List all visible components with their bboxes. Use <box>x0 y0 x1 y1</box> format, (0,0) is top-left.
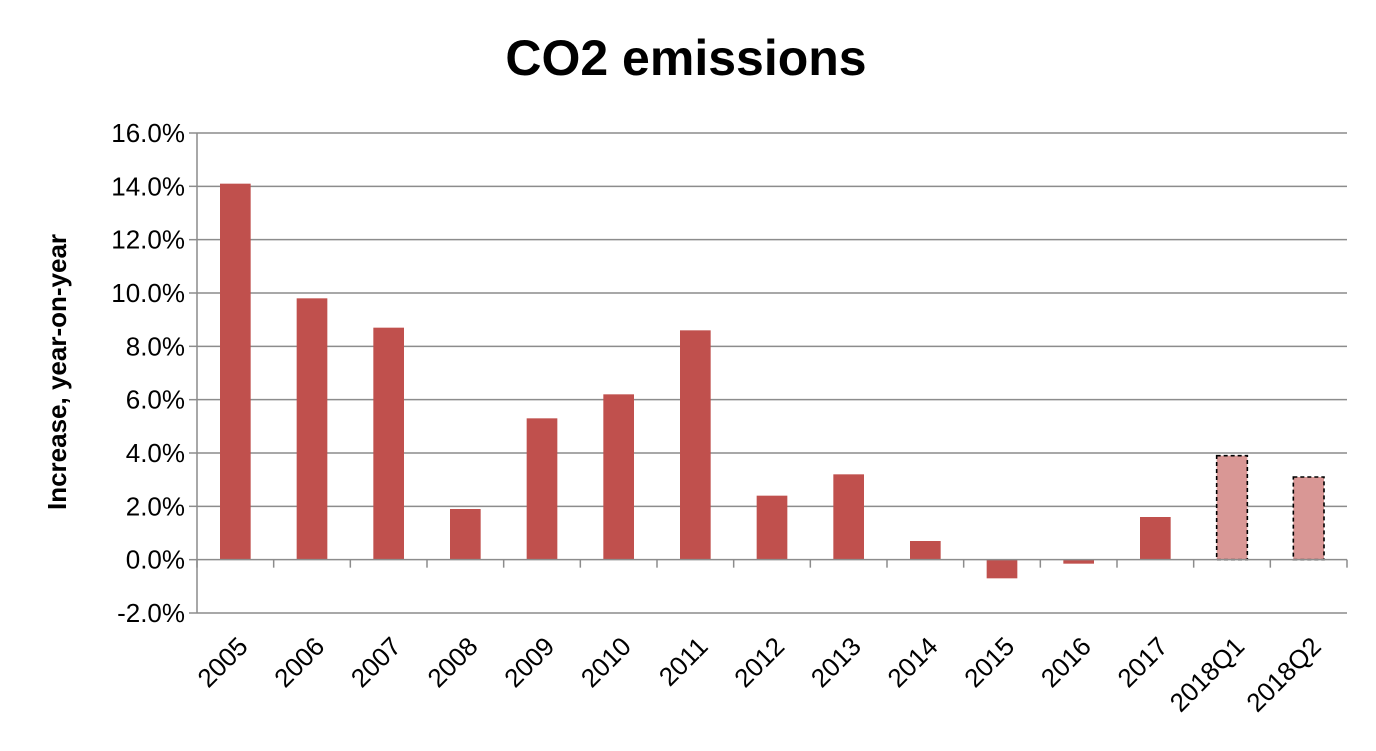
bar-2014 <box>910 541 941 560</box>
bar-2007 <box>373 327 404 560</box>
y-tick-label: 8.0% <box>126 331 185 361</box>
y-tick-label: 10.0% <box>111 278 185 308</box>
x-tick-label: 2006 <box>268 631 330 693</box>
bar-2005 <box>220 183 251 560</box>
y-axis-label: Increase, year-on-year <box>42 234 72 510</box>
bar-2008 <box>450 509 481 560</box>
x-tick-label: 2014 <box>881 631 943 693</box>
bar-2016 <box>1063 559 1094 564</box>
bar-2017 <box>1140 517 1171 560</box>
x-tick-label: 2012 <box>728 631 790 693</box>
x-tick-label: 2017 <box>1111 631 1173 693</box>
x-tick-label: 2010 <box>575 631 637 693</box>
x-tick-label: 2011 <box>653 631 714 692</box>
axes <box>196 133 1348 613</box>
x-tick-label: 2018Q2 <box>1240 631 1327 718</box>
bar-2018Q1 <box>1215 454 1249 561</box>
y-tick-label: 6.0% <box>126 385 185 415</box>
y-tick-label: 14.0% <box>111 171 185 201</box>
y-tick-label: 4.0% <box>126 438 185 468</box>
y-tick-label: 12.0% <box>111 225 185 255</box>
x-tick-label: 2016 <box>1035 631 1097 693</box>
bar-2013 <box>833 474 864 560</box>
y-tick-label: 0.0% <box>126 545 185 575</box>
y-tick-label: -2.0% <box>117 598 185 628</box>
x-tick-label: 2015 <box>958 631 1020 693</box>
x-tick-label: 2005 <box>191 631 253 693</box>
y-tick-label: 16.0% <box>111 118 185 148</box>
y-tick-label: 2.0% <box>126 491 185 521</box>
bar-2018Q2 <box>1292 476 1325 561</box>
y-tick-labels: -2.0% 0.0% 2.0% 4.0% 6.0% 8.0% 10.0% 12.0% 14.0%… <box>111 118 185 628</box>
bar-2011 <box>680 330 711 560</box>
bar-2006 <box>296 298 328 560</box>
bar-2009 <box>526 418 558 560</box>
bar-2012 <box>756 495 788 560</box>
x-tick-label: 2009 <box>498 631 560 693</box>
x-tick-label: 2007 <box>345 631 407 693</box>
x-tick-label: 2018Q1 <box>1164 631 1251 718</box>
bars <box>220 183 1325 579</box>
x-tick-label: 2013 <box>805 631 867 693</box>
x-tick-labels: 2005 2006 2007 2008 2009 2010 2011 2012 2013 2014… <box>191 631 1326 718</box>
bar-2015 <box>986 559 1018 579</box>
bar-2010 <box>603 394 634 560</box>
x-tick-label: 2008 <box>421 631 483 693</box>
chart-title: CO2 emissions <box>505 30 866 86</box>
